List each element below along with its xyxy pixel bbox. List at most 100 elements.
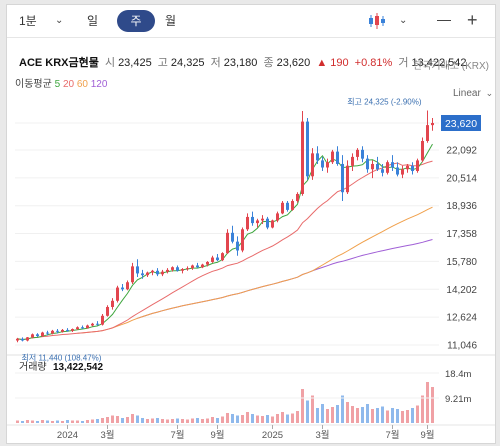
volume-bar bbox=[176, 418, 179, 423]
candle bbox=[351, 156, 354, 166]
volume-bar bbox=[431, 387, 434, 423]
volume-bar bbox=[401, 411, 404, 423]
chevron-down-icon[interactable]: ⌄ bbox=[55, 15, 64, 26]
candle bbox=[416, 160, 419, 172]
volume-bar bbox=[31, 420, 34, 423]
change-pct: +0.81% bbox=[354, 57, 393, 69]
candle bbox=[71, 329, 74, 331]
candle bbox=[211, 257, 214, 262]
volume-bar bbox=[376, 408, 379, 423]
x-tick-label: 9월 bbox=[210, 429, 224, 441]
max-annotation: 최고 24,325 (-2.90%) bbox=[347, 97, 422, 107]
volume-bar bbox=[361, 407, 364, 423]
candle bbox=[421, 141, 424, 161]
add-icon[interactable]: + bbox=[467, 10, 478, 30]
volume-bar bbox=[141, 418, 144, 423]
candle bbox=[216, 257, 219, 261]
scale-mode-select[interactable]: Linear ⌄ bbox=[453, 88, 493, 99]
ma5-line bbox=[17, 143, 433, 341]
candle bbox=[281, 202, 284, 214]
volume-bar bbox=[416, 405, 419, 423]
candle bbox=[46, 332, 49, 334]
tab-day[interactable]: 일 bbox=[87, 14, 99, 28]
candle bbox=[131, 266, 134, 283]
low-label: 저 bbox=[210, 57, 221, 69]
price-chart[interactable]: 거래량 13,422,542 18.4m 9.21m 22,092 20,514 18,9… bbox=[7, 5, 495, 443]
ma120-label: 120 bbox=[90, 79, 108, 90]
volume-bar bbox=[241, 415, 244, 423]
tab-month[interactable]: 월 bbox=[165, 14, 177, 28]
candle bbox=[136, 266, 139, 274]
x-tick-label: 2024 bbox=[57, 430, 78, 441]
volume-bar bbox=[86, 420, 89, 423]
candle bbox=[406, 165, 409, 170]
volume-bar bbox=[61, 421, 64, 423]
candle bbox=[226, 232, 229, 254]
candle bbox=[26, 337, 29, 341]
candlestick-icon[interactable] bbox=[367, 11, 387, 31]
candle bbox=[341, 163, 344, 193]
volume-bar bbox=[191, 418, 194, 423]
candle bbox=[251, 216, 254, 224]
volume-tick-label: 9.21m bbox=[445, 394, 471, 405]
volume-bar bbox=[341, 395, 344, 423]
volume-bar bbox=[326, 409, 329, 423]
volume-bar bbox=[91, 419, 94, 423]
volume-bar bbox=[291, 413, 294, 423]
volume-bar bbox=[131, 414, 134, 423]
candle bbox=[126, 282, 129, 290]
volume-bar bbox=[36, 421, 39, 423]
interval-select[interactable]: 1분 bbox=[19, 14, 37, 28]
min-annotation: 최저 11,440 (108.47%) bbox=[22, 352, 102, 362]
candle bbox=[336, 151, 339, 164]
volume-bar bbox=[56, 420, 59, 423]
volume-bar bbox=[261, 416, 264, 423]
candle bbox=[221, 253, 224, 261]
candle bbox=[286, 202, 289, 210]
candle bbox=[166, 269, 169, 272]
volume-bar bbox=[271, 416, 274, 423]
candle bbox=[91, 323, 94, 326]
moving-average-legend[interactable]: 이동평균 5 20 60 120 bbox=[15, 75, 107, 90]
candle bbox=[176, 267, 179, 271]
volume-bar bbox=[351, 406, 354, 423]
candle bbox=[276, 213, 279, 221]
volume-bar bbox=[311, 395, 314, 423]
volume-bar bbox=[51, 421, 54, 423]
volume-bar bbox=[116, 416, 119, 423]
volume-bar bbox=[21, 421, 24, 423]
candle bbox=[401, 169, 404, 175]
candle bbox=[316, 153, 319, 161]
candle bbox=[241, 229, 244, 251]
candle bbox=[151, 270, 154, 273]
volume-bar bbox=[316, 408, 319, 423]
volume-bar bbox=[331, 407, 334, 423]
candle bbox=[206, 261, 209, 265]
volume-bar bbox=[111, 415, 114, 423]
ma60-label: 60 bbox=[76, 79, 88, 90]
candle bbox=[236, 241, 239, 251]
volume-bar bbox=[121, 418, 124, 423]
volume-bar bbox=[46, 420, 49, 423]
minimize-icon[interactable] bbox=[437, 20, 451, 21]
candle bbox=[356, 149, 359, 157]
volume-bar bbox=[396, 409, 399, 423]
candle bbox=[296, 193, 299, 202]
candle bbox=[396, 167, 399, 175]
candle bbox=[36, 334, 39, 337]
volume-bar bbox=[306, 400, 309, 423]
ma5-label: 5 bbox=[54, 79, 61, 90]
candle bbox=[96, 323, 99, 325]
price-tick-label: 12,624 bbox=[446, 313, 477, 324]
high-label: 고 bbox=[157, 57, 168, 69]
candle bbox=[431, 123, 434, 126]
volume-bar bbox=[226, 413, 229, 423]
chart-window: 1분 ⌄ 일 주 월 ⌄ + ACE KRX금현물 시 23,425 고 24,32… bbox=[6, 4, 496, 444]
volume-bar bbox=[246, 412, 249, 423]
candle bbox=[116, 287, 119, 301]
volume-bar bbox=[221, 416, 224, 423]
chart-type-chevron-icon[interactable]: ⌄ bbox=[399, 15, 408, 26]
volume-bar bbox=[411, 408, 414, 423]
tab-week[interactable]: 주 bbox=[117, 10, 155, 32]
candle bbox=[121, 287, 124, 290]
